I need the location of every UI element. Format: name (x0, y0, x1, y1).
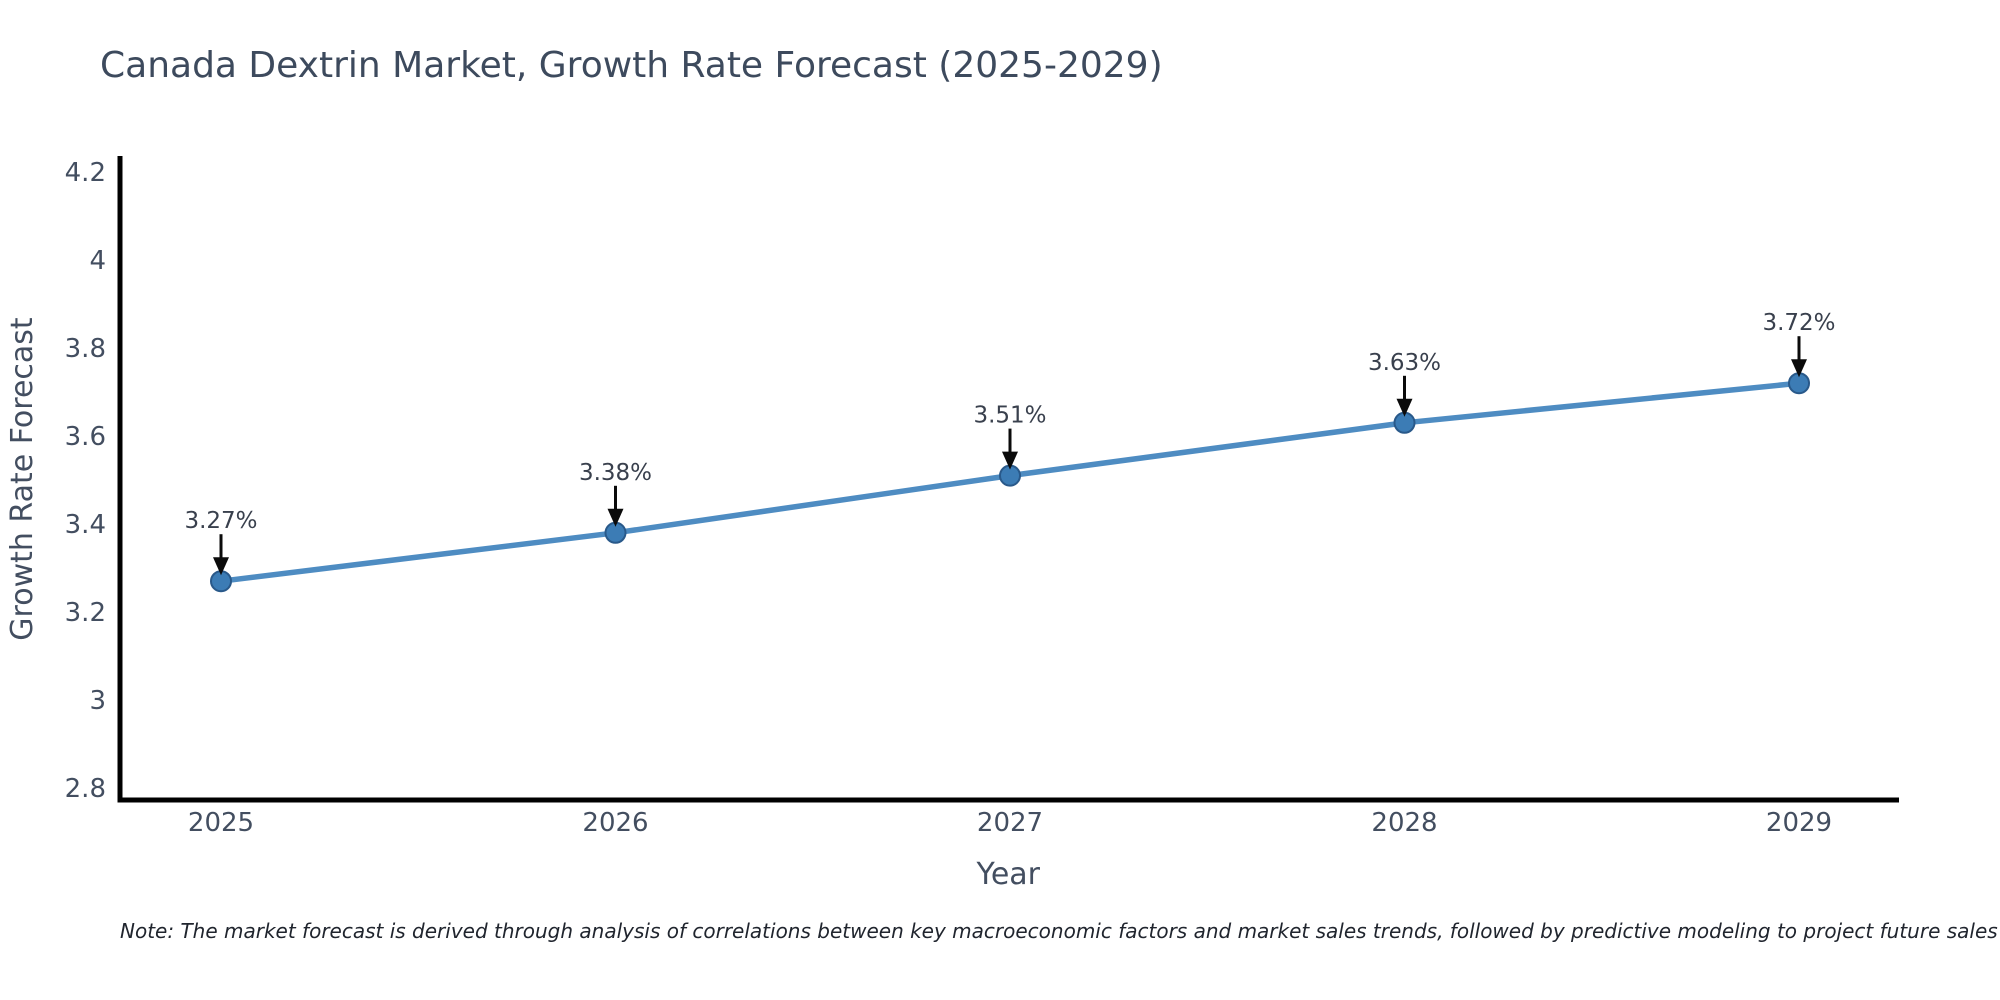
data-point-label: 3.51% (973, 403, 1046, 429)
y-axis-title: Growth Rate Forecast (5, 317, 40, 641)
x-tick-label: 2027 (977, 808, 1043, 838)
y-tick-label: 3.2 (65, 598, 106, 628)
y-tick-label: 4.2 (65, 158, 106, 188)
x-tick-label: 2029 (1766, 808, 1832, 838)
y-tick-label: 3.4 (65, 510, 106, 540)
y-tick-label: 3.8 (65, 334, 106, 364)
x-tick-label: 2025 (188, 808, 254, 838)
x-axis-title: Year (975, 857, 1040, 892)
annotation-arrowhead-icon (1002, 451, 1018, 470)
data-point-label: 3.63% (1368, 350, 1441, 376)
data-point-label: 3.27% (184, 508, 257, 534)
annotation-arrowhead-icon (1396, 398, 1413, 417)
x-tick-label: 2026 (582, 808, 648, 838)
y-tick-label: 2.8 (65, 774, 106, 804)
x-tick-label: 2028 (1371, 808, 1437, 838)
y-tick-label: 3 (89, 686, 106, 716)
chart-title: Canada Dextrin Market, Growth Rate Forec… (100, 45, 1163, 86)
annotation-arrowhead-icon (213, 557, 229, 576)
annotation-arrowhead-icon (607, 508, 624, 527)
y-tick-label: 4 (89, 246, 106, 276)
annotation-arrowhead-icon (1791, 359, 1807, 378)
data-point-label: 3.38% (579, 460, 652, 486)
data-point-label: 3.72% (1762, 310, 1835, 336)
footnote: Note: The market forecast is derived thr… (120, 919, 1998, 943)
y-tick-label: 3.6 (65, 422, 106, 452)
